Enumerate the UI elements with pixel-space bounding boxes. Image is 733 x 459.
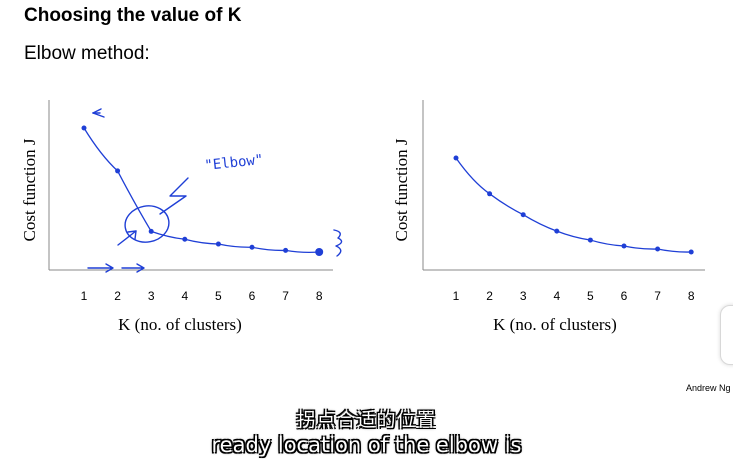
y-axis-label: Cost function J <box>392 138 411 241</box>
data-point <box>215 241 221 247</box>
x-tick-label: 1 <box>453 289 460 303</box>
data-point <box>520 212 526 218</box>
elbow-pointer-arrow <box>159 177 189 215</box>
elbow-annotation-label: "Elbow" <box>204 152 264 174</box>
lower-arrow-line <box>117 230 137 246</box>
x-tick-label: 4 <box>553 289 560 303</box>
x-tick-label: 3 <box>520 289 527 303</box>
x-tick-label: 6 <box>621 289 628 303</box>
data-point <box>688 249 694 255</box>
chart-right: 1 2 3 4 5 6 7 8 K (no. of clusters) Cost function… <box>392 100 705 334</box>
slide-title: Choosing the value of K <box>24 5 242 26</box>
data-point <box>315 248 324 256</box>
data-point <box>453 155 459 161</box>
x-axis-label: K (no. of clusters) <box>493 315 617 334</box>
author-credit: Andrew Ng <box>686 383 731 393</box>
x-tick-label: 7 <box>282 289 289 303</box>
side-panel-tab[interactable] <box>720 305 733 365</box>
subtitle-english: ready location of the elbow is <box>211 433 522 457</box>
slide-subtitle: Elbow method: <box>24 43 150 64</box>
x-tick-label: 2 <box>486 289 493 303</box>
series-line <box>455 157 692 253</box>
x-tick-label: 4 <box>181 289 188 303</box>
lower-arrowhead <box>127 230 137 240</box>
data-point <box>115 168 121 174</box>
y-axis-label: Cost function J <box>20 138 39 241</box>
data-point <box>249 244 255 250</box>
x-axis-label: K (no. of clusters) <box>118 315 242 334</box>
x-tick-label: 6 <box>249 289 256 303</box>
x-tick-label: 2 <box>114 289 121 303</box>
subtitle-chinese: 拐点合适的位置 <box>296 409 437 431</box>
elbow-circle <box>124 205 170 243</box>
bottom-arrow-1 <box>87 263 114 273</box>
data-point <box>81 125 87 131</box>
x-tick-label: 3 <box>148 289 155 303</box>
x-tick-label: 1 <box>81 289 88 303</box>
x-tick-label: 7 <box>654 289 661 303</box>
data-point <box>148 228 154 234</box>
x-tick-label: 8 <box>688 289 695 303</box>
data-point <box>587 237 593 243</box>
x-tick-label: 5 <box>587 289 594 303</box>
data-point <box>487 191 493 197</box>
chart-left: 1 2 3 4 5 6 7 8 K (no. of clusters) Cost function… <box>20 100 333 334</box>
bottom-arrow-2 <box>121 263 145 273</box>
series-line <box>83 127 320 254</box>
data-point <box>621 243 627 249</box>
x-tick-label: 8 <box>316 289 323 303</box>
x-tick-label: 5 <box>215 289 222 303</box>
data-point <box>655 246 661 252</box>
data-point <box>554 228 560 234</box>
handwritten-annotations: "Elbow" <box>87 108 343 273</box>
end-squiggle <box>333 229 343 257</box>
data-point <box>283 247 289 253</box>
data-point <box>182 236 188 242</box>
